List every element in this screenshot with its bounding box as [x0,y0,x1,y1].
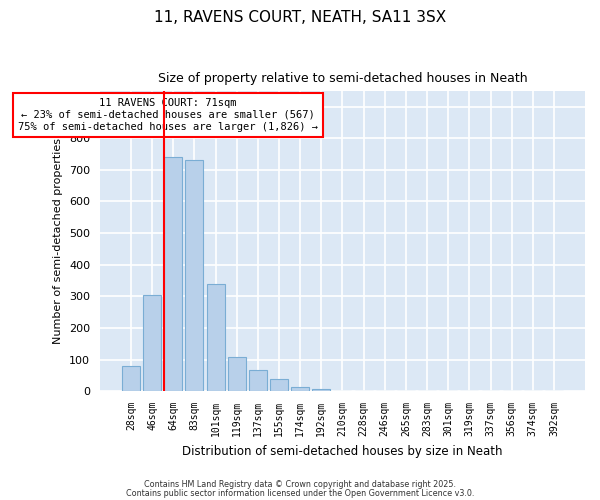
Bar [164,157,182,391]
Bar [249,370,267,391]
Bar [122,366,140,391]
Text: 11 RAVENS COURT: 71sqm
← 23% of semi-detached houses are smaller (567)
75% of se: 11 RAVENS COURT: 71sqm ← 23% of semi-det… [18,98,318,132]
Bar [270,379,288,391]
Bar [291,388,309,391]
Bar [185,160,203,391]
Bar [143,295,161,391]
Y-axis label: Number of semi-detached properties: Number of semi-detached properties [53,138,64,344]
Bar [228,357,245,391]
Title: Size of property relative to semi-detached houses in Neath: Size of property relative to semi-detach… [158,72,527,86]
Text: Contains public sector information licensed under the Open Government Licence v3: Contains public sector information licen… [126,488,474,498]
X-axis label: Distribution of semi-detached houses by size in Neath: Distribution of semi-detached houses by … [182,444,503,458]
Bar [206,284,224,391]
Bar [313,388,330,391]
Text: Contains HM Land Registry data © Crown copyright and database right 2025.: Contains HM Land Registry data © Crown c… [144,480,456,489]
Text: 11, RAVENS COURT, NEATH, SA11 3SX: 11, RAVENS COURT, NEATH, SA11 3SX [154,10,446,25]
